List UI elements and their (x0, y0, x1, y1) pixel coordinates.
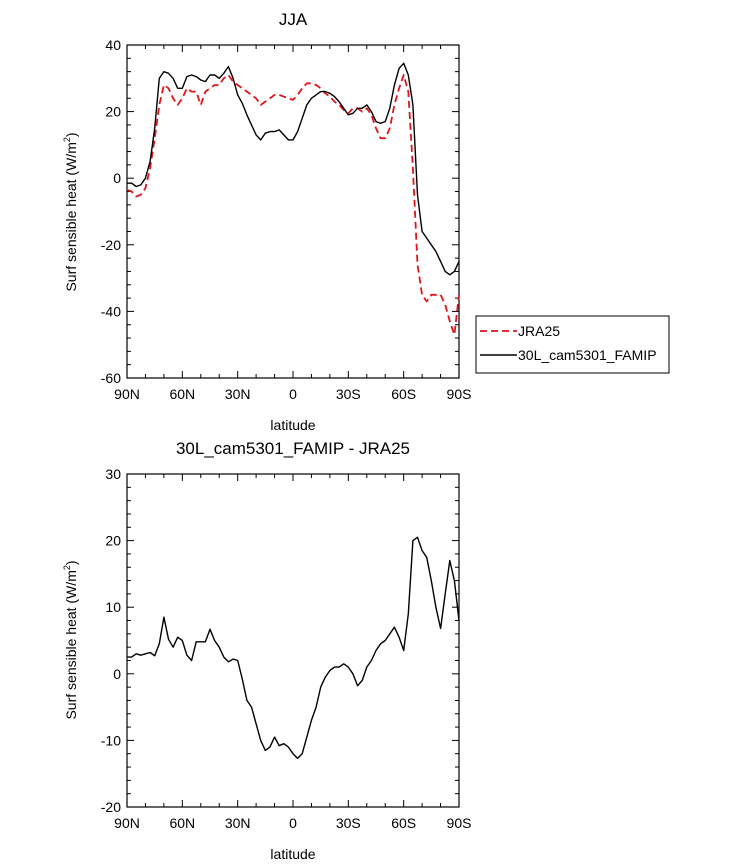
top-chart-title: JJA (279, 10, 308, 29)
legend-box (475, 315, 670, 374)
bottom-x-tick-label: 60N (169, 815, 195, 831)
bottom-y-tick-label: -20 (101, 799, 121, 815)
top-chart-y-axis-label: Surf sensible heat (W/m2) (62, 132, 79, 291)
top-chart-x-ticks: 90N 60N 30N 0 30S 60S 90S (114, 45, 471, 402)
top-x-tick-label: 30N (225, 386, 251, 402)
bottom-y-tick-label: 20 (105, 533, 121, 549)
top-chart-y-axis-label-main: Surf sensible heat (W/m (63, 142, 79, 291)
bottom-x-tick-label: 60S (391, 815, 416, 831)
legend: JRA25 30L_cam5301_FAMIP (475, 315, 670, 374)
top-chart-y-axis-label-close: ) (63, 132, 79, 137)
top-x-tick-label: 0 (289, 386, 297, 402)
top-chart-y-ticks: 40 20 0 -20 -40 -60 (101, 37, 459, 386)
bottom-y-tick-label: -10 (101, 732, 121, 748)
bottom-y-tick-label: 10 (105, 599, 121, 615)
bottom-x-tick-label: 30S (336, 815, 361, 831)
top-x-tick-label: 90N (114, 386, 140, 402)
top-y-tick-label: 40 (105, 37, 121, 53)
bottom-y-tick-label: 0 (113, 666, 121, 682)
bottom-x-tick-label: 30N (225, 815, 251, 831)
top-y-tick-label: -20 (101, 237, 121, 253)
bottom-chart-y-ticks: 30 20 10 0 -10 -20 (101, 466, 459, 815)
top-x-tick-label: 60S (391, 386, 416, 402)
top-y-tick-label: 20 (105, 104, 121, 120)
top-x-tick-label: 90S (447, 386, 472, 402)
bottom-chart-title: 30L_cam5301_FAMIP - JRA25 (176, 439, 410, 458)
bottom-y-tick-label: 30 (105, 466, 121, 482)
legend-label-cam5301: 30L_cam5301_FAMIP (518, 347, 657, 363)
top-y-tick-label: -60 (101, 370, 121, 386)
top-x-tick-label: 60N (169, 386, 195, 402)
bottom-chart-x-axis-label: latitude (270, 846, 315, 862)
top-chart-y-axis-label-sup: 2 (62, 137, 72, 142)
bottom-chart-y-axis-label-main: Surf sensible heat (W/m (63, 570, 79, 719)
top-series-line-jra25 (126, 74, 460, 336)
top-y-tick-label: 0 (113, 170, 121, 186)
top-series-line-30l-cam5301-famip (127, 62, 460, 276)
bottom-chart-y-axis-label-sup: 2 (62, 565, 72, 570)
top-y-tick-label: -40 (101, 303, 121, 319)
bottom-chart-x-ticks: 90N 60N 30N 0 30S 60S 90S (114, 474, 471, 831)
bottom-series-line-0 (127, 536, 460, 760)
bottom-chart-y-axis-label-close: ) (63, 560, 79, 565)
top-chart-x-axis-label: latitude (270, 417, 315, 433)
top-chart-series (126, 62, 460, 336)
bottom-chart-series (127, 536, 460, 760)
top-chart-panel: JJA 40 20 0 -20 -40 -60 90N 60N 30N 0 30S 60S 90S l… (62, 10, 670, 433)
bottom-x-tick-label: 90S (447, 815, 472, 831)
bottom-chart-panel: 30L_cam5301_FAMIP - JRA25 3020100-10-20 … (62, 439, 471, 862)
legend-label-jra25: JRA25 (518, 323, 560, 339)
bottom-chart-y-axis-label: Surf sensible heat (W/m2) (62, 560, 79, 719)
bottom-x-tick-label: 90N (114, 815, 140, 831)
bottom-x-tick-label: 0 (289, 815, 297, 831)
top-x-tick-label: 30S (336, 386, 361, 402)
